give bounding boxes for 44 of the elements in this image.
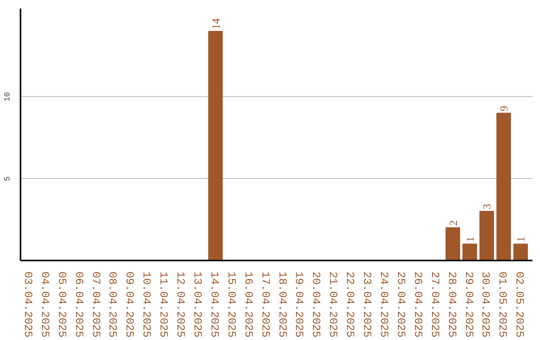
x-tick-label: 17.04.2025 (258, 272, 270, 338)
data-label: 3 (482, 203, 494, 210)
x-tick-label: 08.04.2025 (106, 272, 118, 338)
x-tick-label: 01.05.2025 (496, 272, 508, 338)
x-tick-label: 28.04.2025 (444, 272, 457, 338)
data-label: 9 (498, 105, 511, 112)
x-tick-label: 22.04.2025 (343, 272, 356, 338)
x-tick-label: 15.04.2025 (224, 272, 236, 338)
x-tick-label: 13.04.2025 (190, 272, 203, 338)
x-tick-label: 09.04.2025 (122, 272, 135, 338)
x-tick-label: 06.04.2025 (72, 272, 84, 338)
x-tick-label: 14.04.2025 (207, 272, 220, 338)
x-tick-label: 27.04.2025 (428, 272, 440, 338)
x-tick-label: 03.04.2025 (20, 272, 33, 338)
x-tick-label: 25.04.2025 (394, 272, 406, 338)
x-tick-label: 12.04.2025 (174, 272, 186, 338)
x-tick-label: 16.04.2025 (241, 272, 254, 338)
bar (513, 244, 528, 260)
x-tick-label: 24.04.2025 (377, 272, 390, 338)
data-label: 2 (448, 220, 460, 226)
x-tick-label: 02.05.2025 (512, 272, 525, 338)
x-tick-label: 18.04.2025 (275, 272, 288, 338)
bar (446, 227, 460, 260)
bar (462, 244, 478, 260)
y-tick-label: 10 (4, 92, 12, 102)
x-tick-label: 21.04.2025 (326, 272, 338, 338)
x-tick-label: 30.04.2025 (478, 272, 491, 338)
bar (479, 210, 494, 260)
x-tick-label: 20.04.2025 (309, 272, 322, 338)
x-tick-label: 07.04.2025 (88, 272, 101, 338)
x-tick-label: 10.04.2025 (140, 272, 152, 338)
bar (496, 112, 511, 260)
x-tick-label: 29.04.2025 (462, 272, 474, 338)
x-tick-label: 26.04.2025 (410, 272, 423, 338)
x-tick-label: 11.04.2025 (156, 272, 169, 338)
x-tick-label: 04.04.2025 (38, 272, 50, 338)
x-tick-label: 05.04.2025 (54, 272, 67, 338)
data-label: 1 (464, 236, 477, 242)
data-label: 1 (516, 236, 528, 242)
y-tick-label: 5 (4, 176, 12, 182)
x-tick-label: 23.04.2025 (360, 272, 372, 338)
bar (208, 30, 223, 260)
x-tick-label: 19.04.2025 (292, 272, 304, 338)
data-label: 14 (210, 18, 222, 30)
